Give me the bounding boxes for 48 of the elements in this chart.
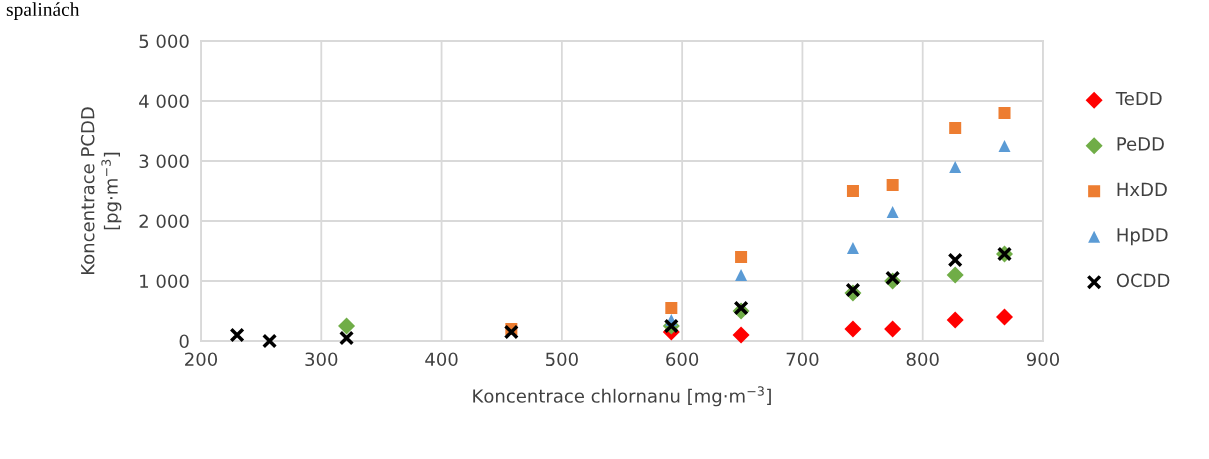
point bbox=[735, 250, 748, 264]
point bbox=[998, 139, 1011, 153]
y-tick-label: 5 000 bbox=[139, 34, 189, 49]
x-tick-label: 600 bbox=[666, 352, 699, 367]
point bbox=[949, 160, 962, 174]
point bbox=[339, 330, 355, 346]
point bbox=[946, 311, 964, 329]
point bbox=[947, 252, 963, 268]
text: spalinách bbox=[6, 2, 80, 20]
point bbox=[229, 327, 245, 343]
point bbox=[732, 326, 750, 344]
point bbox=[665, 301, 678, 315]
point bbox=[846, 184, 859, 198]
point bbox=[949, 121, 962, 135]
y-tick-label: 3 000 bbox=[139, 154, 189, 169]
legend-label: TeDD bbox=[1115, 91, 1162, 106]
x-tick-label: 300 bbox=[305, 352, 338, 367]
point bbox=[946, 266, 964, 284]
x-axis-title: Koncentrace chlornanu [mg·m$^{−3}$] bbox=[473, 386, 771, 407]
point bbox=[845, 282, 861, 298]
point bbox=[846, 241, 859, 255]
point bbox=[886, 178, 899, 192]
point bbox=[885, 270, 901, 286]
point bbox=[733, 300, 749, 316]
point bbox=[998, 106, 1011, 120]
x-tick-label: 200 bbox=[185, 352, 218, 367]
legend-label: PeDD bbox=[1117, 137, 1164, 151]
legend-label: HpDD bbox=[1117, 228, 1168, 246]
x-tick-label: 700 bbox=[786, 352, 819, 367]
point bbox=[262, 333, 278, 349]
x-tick-label: 400 bbox=[425, 352, 458, 367]
y-tick-label: 2 000 bbox=[139, 214, 189, 229]
y-tick-label: 0 bbox=[179, 334, 189, 349]
point bbox=[884, 320, 902, 338]
x-tick-label: 800 bbox=[906, 352, 939, 367]
point bbox=[996, 308, 1014, 326]
point bbox=[886, 205, 899, 219]
point bbox=[844, 320, 862, 338]
y-tick-label: 1 000 bbox=[140, 274, 189, 289]
y-tick-label: 4 000 bbox=[139, 94, 189, 109]
point bbox=[338, 317, 356, 335]
x-tick-label: 900 bbox=[1026, 352, 1060, 367]
x-tick-label: 500 bbox=[546, 352, 578, 367]
y-axis-title: Koncentrace PCDD [pg·m$^{−3}$] bbox=[80, 107, 122, 274]
point bbox=[503, 324, 519, 340]
legend-label: OCDD bbox=[1116, 273, 1170, 288]
legend-label: HxDD bbox=[1117, 182, 1167, 196]
point bbox=[735, 268, 748, 282]
